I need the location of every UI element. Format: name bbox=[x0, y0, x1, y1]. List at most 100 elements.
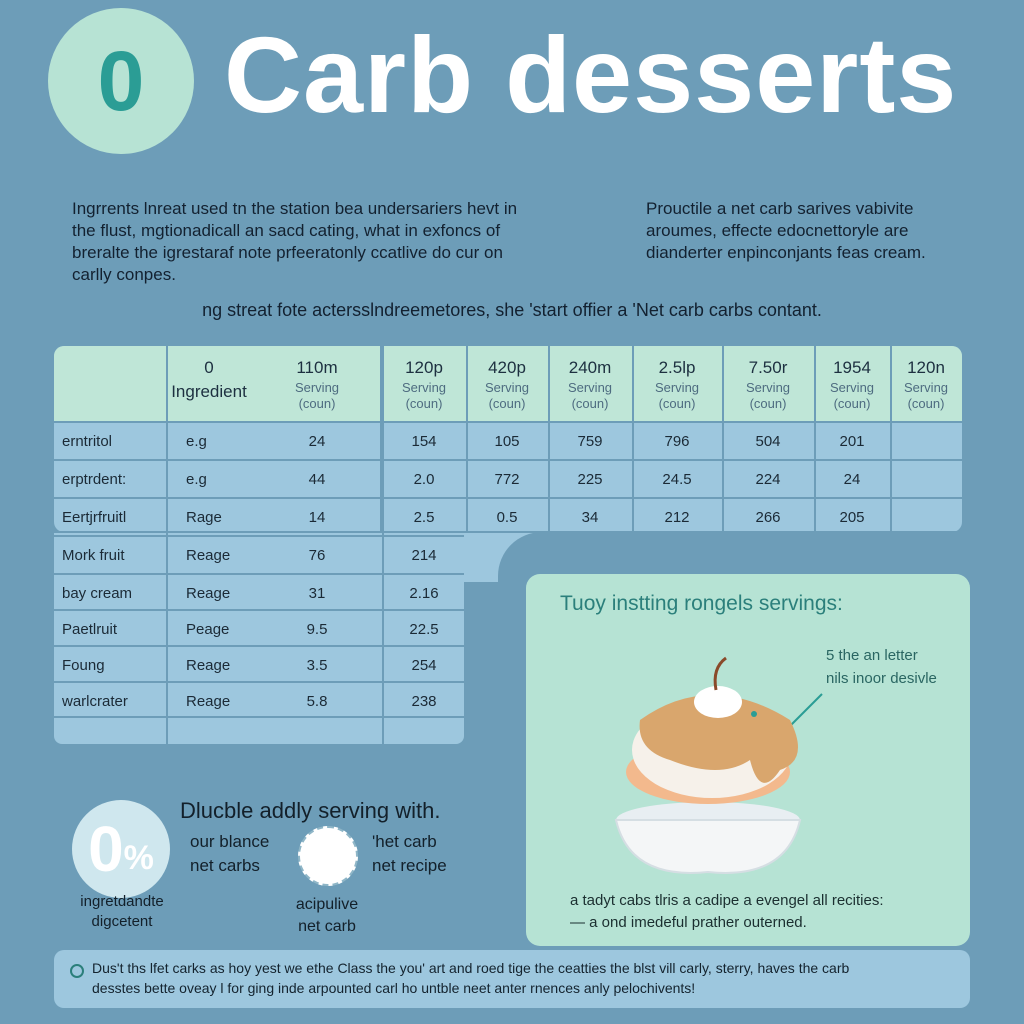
value-cell: 24 bbox=[308, 432, 326, 450]
value-cell: 105 bbox=[494, 432, 520, 450]
table-grid-line bbox=[382, 346, 384, 532]
value-cell bbox=[890, 422, 962, 460]
net-carb-caption: acipulive net carb bbox=[272, 894, 382, 938]
footer-text: Dus't ths lfet carks as hoy yest we ethe… bbox=[92, 958, 952, 998]
column-header-top: 420p bbox=[488, 358, 526, 377]
serving-column-header: 7.50r Serving (coun) bbox=[722, 346, 814, 422]
table-grid-line bbox=[54, 421, 962, 423]
caption-line: digcetent bbox=[91, 913, 153, 930]
column-header-sub1: Serving bbox=[401, 380, 447, 395]
column-header-sub2: (coun) bbox=[749, 396, 787, 411]
serving-column-header: 1954 Serving (coun) bbox=[814, 346, 890, 422]
table-grid-line bbox=[890, 346, 892, 532]
column-header-top: 1954 bbox=[833, 358, 871, 377]
card-bottom-line: — a ond imedeful prather outerned. bbox=[570, 914, 807, 931]
column-header-sub1: Serving bbox=[654, 380, 700, 395]
table-grid-line bbox=[380, 346, 382, 532]
table-grid-line bbox=[382, 532, 384, 744]
percent-sign: % bbox=[123, 838, 154, 877]
column-header-sub1: Serving bbox=[903, 380, 949, 395]
ingredient-name-cell: Mork fruit bbox=[62, 546, 125, 564]
column-header-sub2: (coun) bbox=[658, 396, 696, 411]
page-title: Carb desserts bbox=[224, 14, 958, 135]
footer-banner bbox=[54, 950, 970, 1008]
table-grid-line bbox=[466, 346, 468, 532]
zero-digit: 0 bbox=[88, 813, 124, 885]
pointer-dot bbox=[751, 711, 757, 717]
table-grid-line bbox=[166, 346, 168, 744]
footer-line: Dus't ths lfet carks as hoy yest we ethe… bbox=[92, 960, 850, 976]
column-header-sub1: Serving bbox=[484, 380, 530, 395]
ingredient-header-top: 0 bbox=[204, 358, 214, 377]
card-bottom-text: a tadyt cabs tlris a cadipe a evengel al… bbox=[570, 890, 950, 934]
ingredient-header-label: Ingredient bbox=[171, 382, 247, 401]
column-header-sub2: (coun) bbox=[571, 396, 609, 411]
value-cell: 14 bbox=[308, 508, 326, 526]
card-note: 5 the an letter nils inoor desivle bbox=[826, 644, 937, 690]
whipped-cream bbox=[694, 686, 742, 718]
example-cell: e.g bbox=[186, 470, 207, 488]
table-header-row bbox=[54, 346, 962, 422]
ingredient-name-cell: erntritol bbox=[62, 432, 113, 450]
table-grid-line bbox=[54, 535, 464, 537]
serving-column-header: 110m Serving (coun) bbox=[252, 346, 382, 422]
value-cell: 0.5 bbox=[496, 508, 518, 526]
example-cell: Reage bbox=[186, 546, 231, 564]
value-cell: 44 bbox=[308, 470, 326, 488]
value-cell: 154 bbox=[411, 432, 437, 450]
value-cell: 266 bbox=[755, 508, 781, 526]
card-note-line: 5 the an letter bbox=[826, 647, 918, 664]
value-cell: 225 bbox=[577, 470, 603, 488]
text-line: 'het carb bbox=[372, 832, 437, 851]
caption-line: net carb bbox=[298, 918, 356, 935]
zero-percent-circle: 0% bbox=[72, 800, 170, 898]
table-grid-line bbox=[632, 346, 634, 532]
caption-line: ingretdandte bbox=[80, 893, 164, 910]
table-grid-line bbox=[54, 716, 464, 718]
serving-column-header: 240m Serving (coun) bbox=[548, 346, 632, 422]
text-line: our blance bbox=[190, 832, 270, 851]
value-cell: 31 bbox=[308, 584, 326, 602]
serving-column-header: 420p Serving (coun) bbox=[466, 346, 548, 422]
table-grid-line bbox=[722, 346, 724, 532]
value-cell: 504 bbox=[755, 432, 781, 450]
column-header-sub1: Serving bbox=[567, 380, 613, 395]
value-cell: 254 bbox=[411, 656, 437, 674]
value-cell: 238 bbox=[411, 692, 437, 710]
serving-column-header: 2.5lp Serving (coun) bbox=[632, 346, 722, 422]
ingredient-header: 0 Ingredient bbox=[166, 346, 252, 422]
column-header-top: 7.50r bbox=[748, 358, 788, 377]
table-grid-line bbox=[54, 531, 962, 533]
column-header-sub2: (coun) bbox=[405, 396, 443, 411]
value-cell: 22.5 bbox=[409, 620, 439, 638]
value-cell: 796 bbox=[664, 432, 690, 450]
cherry-stem bbox=[713, 656, 727, 691]
serving-column-header: 120p Serving (coun) bbox=[382, 346, 466, 422]
value-cell: 3.5 bbox=[306, 656, 328, 674]
serving-column-header: 120n Serving (coun) bbox=[890, 346, 962, 422]
ingredient-name-cell: warlcrater bbox=[62, 692, 128, 710]
example-cell: Peage bbox=[186, 620, 230, 638]
column-header-top: 240m bbox=[568, 358, 612, 377]
card-note-line: nils inoor desivle bbox=[826, 670, 937, 687]
column-header-top: 2.5lp bbox=[658, 358, 696, 377]
value-cell: 34 bbox=[581, 508, 599, 526]
ingredient-caption: ingretdandte digcetent bbox=[62, 892, 182, 932]
value-cell bbox=[890, 460, 962, 498]
value-cell: 2.5 bbox=[413, 508, 435, 526]
table-grid-line bbox=[54, 573, 464, 575]
value-cell: 2.0 bbox=[413, 470, 435, 488]
value-cell: 2.16 bbox=[409, 584, 439, 602]
value-cell: 201 bbox=[839, 432, 865, 450]
ingredient-name-cell: Foung bbox=[62, 656, 105, 674]
card-title: Tuoy instting rongels servings: bbox=[560, 592, 843, 615]
value-cell: 24.5 bbox=[662, 470, 692, 488]
example-cell: Reage bbox=[186, 584, 231, 602]
value-cell bbox=[890, 498, 962, 536]
example-cell: Reage bbox=[186, 656, 231, 674]
table-grid-line bbox=[54, 645, 464, 647]
table-grid-line bbox=[54, 497, 962, 499]
card-bottom-line: a tadyt cabs tlris a cadipe a evengel al… bbox=[570, 892, 884, 909]
dessert-bowl-illustration bbox=[614, 656, 823, 874]
value-cell: 205 bbox=[839, 508, 865, 526]
